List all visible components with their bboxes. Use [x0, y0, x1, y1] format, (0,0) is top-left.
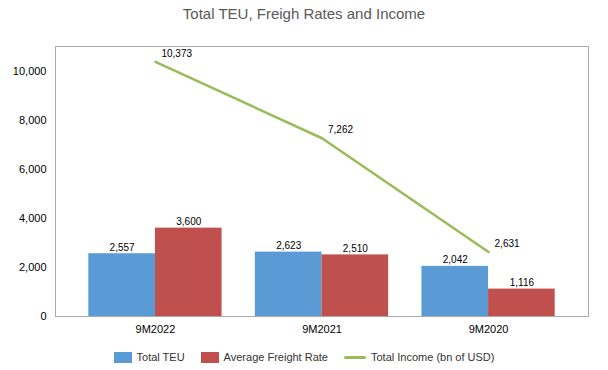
- svg-text:0: 0: [40, 310, 46, 322]
- html-text:Total TEU: Total TEU: [136, 351, 185, 363]
- svg-text:9M2020: 9M2020: [469, 323, 509, 335]
- html-text:Total Income (bn of USD): Total Income (bn of USD): [371, 351, 495, 363]
- svg-text:1,116: 1,116: [510, 277, 535, 288]
- svg-text:2,631: 2,631: [495, 238, 520, 249]
- svg-text:9M2022: 9M2022: [136, 323, 176, 335]
- svg-text:2,557: 2,557: [110, 242, 135, 253]
- svg-text:4,000: 4,000: [19, 212, 47, 224]
- svg-text:9M2021: 9M2021: [302, 323, 342, 335]
- svg-text:7,262: 7,262: [328, 124, 353, 135]
- svg-text:2,042: 2,042: [443, 254, 468, 265]
- html-text:Average Freight Rate: Average Freight Rate: [223, 351, 328, 363]
- svg-text:6,000: 6,000: [19, 163, 47, 175]
- svg-text:2,000: 2,000: [19, 261, 47, 273]
- svg-text:10,373: 10,373: [161, 48, 192, 59]
- svg-text:3,600: 3,600: [176, 216, 201, 227]
- svg-text:10,000: 10,000: [13, 65, 47, 77]
- svg-text:2,510: 2,510: [343, 243, 368, 254]
- svg-text:2,623: 2,623: [276, 240, 301, 251]
- html-text:Total TEU, Freigh Rates and In: Total TEU, Freigh Rates and Income: [182, 5, 426, 22]
- svg-text:8,000: 8,000: [19, 114, 47, 126]
